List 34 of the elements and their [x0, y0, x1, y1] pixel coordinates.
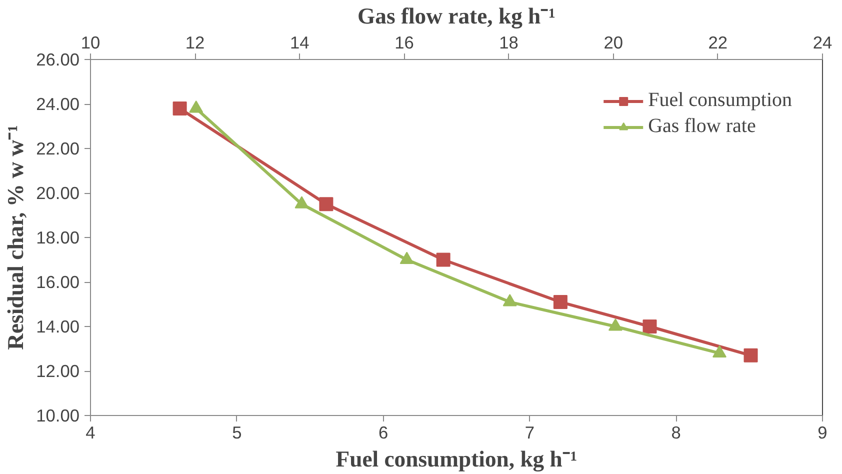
x2-tick-label: 16: [394, 32, 414, 52]
y-tick-label: 10.00: [36, 406, 80, 426]
y-tick-label: 14.00: [36, 316, 80, 336]
y-tick-label: 24.00: [36, 94, 80, 114]
y-tick-label: 18.00: [36, 228, 80, 248]
x-tick-label: 4: [86, 422, 96, 442]
point: [642, 320, 657, 334]
x2-tick-label: 18: [499, 32, 518, 52]
x-tick-label: 6: [378, 422, 388, 442]
y-tick-label: 16.00: [36, 272, 80, 292]
x-tick-label: 9: [818, 422, 828, 442]
y-tick-label: 26.00: [36, 50, 80, 70]
x-tick-label: 5: [232, 422, 242, 442]
x2-axis-title: Gas flow rate, kg h⁻¹: [358, 4, 556, 28]
x2-tick-label: 12: [185, 32, 205, 52]
x-axis-title: Fuel consumption, kg h⁻¹: [336, 446, 578, 472]
y-axis-title: Residual char, % w w⁻¹: [3, 125, 28, 350]
legend-label: Fuel consumption: [648, 89, 792, 112]
point: [436, 252, 450, 267]
y-tick-label: 22.00: [36, 138, 80, 158]
y-tick-label: 12.00: [36, 361, 80, 381]
x2-tick-label: 22: [708, 32, 728, 52]
point: [744, 348, 758, 362]
x2-tick-label: 10: [80, 32, 100, 52]
point: [319, 197, 334, 212]
legend-label: Gas flow rate: [648, 115, 756, 138]
point: [553, 295, 568, 310]
x-tick-label: 8: [671, 422, 681, 442]
x2-tick-label: 14: [290, 32, 310, 52]
x2-tick-label: 24: [812, 32, 832, 52]
point: [172, 101, 187, 116]
x2-tick-label: 20: [604, 32, 623, 52]
x-tick-label: 7: [524, 422, 535, 442]
y-tick-label: 20.00: [36, 183, 80, 203]
